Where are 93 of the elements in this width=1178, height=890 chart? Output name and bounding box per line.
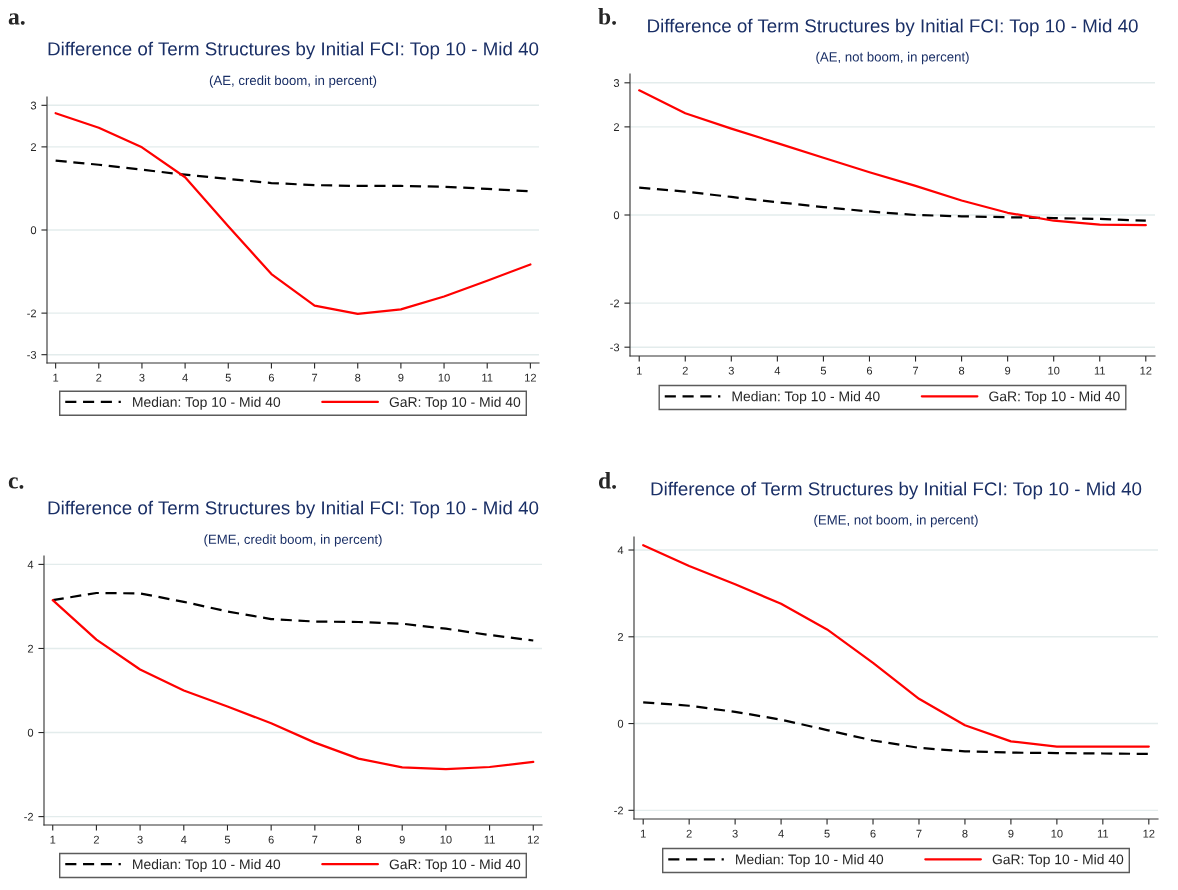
legend-label: Median: Top 10 - Mid 40 xyxy=(133,396,281,410)
x-tick-label: 7 xyxy=(312,835,318,844)
y-tick-label: -3 xyxy=(610,343,620,352)
chart-subtitle: (EME, credit boom, in percent) xyxy=(204,534,382,547)
x-tick-label: 5 xyxy=(224,835,231,844)
x-tick-label: 5 xyxy=(225,373,231,382)
x-tick-label: 11 xyxy=(1094,366,1105,375)
y-tick-label: -2 xyxy=(24,812,34,821)
x-tick-label: 9 xyxy=(1005,366,1011,375)
x-tick-label: 3 xyxy=(137,835,143,844)
x-tick-label: 7 xyxy=(913,366,919,375)
x-tick-label: 6 xyxy=(268,835,274,844)
x-tick-label: 12 xyxy=(527,835,539,844)
x-tick-label: 8 xyxy=(958,366,965,375)
y-tick-label: 0 xyxy=(613,211,620,220)
legend-label: Median: Top 10 - Mid 40 xyxy=(736,854,884,868)
y-tick-label: 0 xyxy=(27,728,34,737)
legend-label: GaR: Top 10 - Mid 40 xyxy=(389,396,521,410)
y-tick-label: 4 xyxy=(27,560,34,569)
line-series xyxy=(638,186,1147,222)
text: c. xyxy=(8,477,24,489)
x-tick-label: 11 xyxy=(482,373,493,382)
x-tick-label: 1 xyxy=(640,829,646,838)
y-tick-label: 2 xyxy=(613,123,620,131)
x-tick-label: 6 xyxy=(268,373,275,382)
y-tick-label: 3 xyxy=(30,101,37,110)
x-tick-label: 12 xyxy=(525,373,536,382)
line-series xyxy=(51,591,535,642)
text: a. xyxy=(8,13,25,25)
y-tick-label: 3 xyxy=(613,79,620,87)
line-series xyxy=(638,89,1147,227)
y-tick-label: 2 xyxy=(27,644,34,653)
legend-label: GaR: Top 10 - Mid 40 xyxy=(989,391,1120,405)
chart-subtitle: (AE, not boom, in percent) xyxy=(816,51,969,65)
legend-label: Median: Top 10 - Mid 40 xyxy=(732,391,880,405)
y-tick-label: 2 xyxy=(30,143,37,151)
x-tick-label: 11 xyxy=(1097,829,1109,838)
x-tick-label: 1 xyxy=(50,835,56,844)
x-tick-label: 10 xyxy=(438,373,450,382)
x-tick-label: 7 xyxy=(312,373,318,382)
line-series xyxy=(51,599,535,771)
y-tick-label: 2 xyxy=(617,633,624,641)
x-tick-label: 10 xyxy=(440,835,452,844)
x-tick-label: 2 xyxy=(686,829,692,838)
y-tick-label: -3 xyxy=(27,350,37,359)
y-tick-label: -2 xyxy=(614,806,624,815)
x-tick-label: 8 xyxy=(355,835,362,844)
y-tick-label: -2 xyxy=(27,309,37,318)
line-series xyxy=(642,701,1150,756)
x-tick-label: 9 xyxy=(399,835,405,844)
x-tick-label: 10 xyxy=(1048,366,1060,375)
chart-subtitle: (AE, credit boom, in percent) xyxy=(209,75,377,88)
x-tick-label: 12 xyxy=(1143,829,1155,838)
text: b. xyxy=(598,8,616,25)
x-tick-label: 5 xyxy=(820,366,827,375)
legend-label: Median: Top 10 - Mid 40 xyxy=(133,859,281,872)
y-tick-label: -2 xyxy=(610,299,620,308)
x-tick-label: 9 xyxy=(398,373,404,382)
x-tick-label: 12 xyxy=(1140,366,1152,375)
x-tick-label: 8 xyxy=(355,373,361,382)
x-tick-label: 2 xyxy=(93,835,99,844)
chart-title: Difference of Term Structures by Initial FCI: Top 10 - Mid 40 xyxy=(648,18,1138,37)
x-tick-label: 9 xyxy=(1008,829,1014,838)
x-tick-label: 3 xyxy=(732,829,738,838)
x-tick-label: 1 xyxy=(53,373,59,382)
x-tick-label: 10 xyxy=(1051,829,1063,838)
x-tick-label: 4 xyxy=(182,373,188,382)
text: d. xyxy=(598,472,616,489)
line-series xyxy=(642,544,1150,748)
x-tick-label: 5 xyxy=(824,829,830,838)
x-tick-label: 4 xyxy=(180,835,187,844)
chart-title: Difference of Term Structures by Initial FCI: Top 10 - Mid 40 xyxy=(48,41,539,60)
x-tick-label: 2 xyxy=(96,373,102,382)
x-tick-label: 8 xyxy=(962,829,968,838)
y-tick-label: 0 xyxy=(30,226,37,235)
x-tick-label: 2 xyxy=(682,366,688,375)
y-tick-label: 4 xyxy=(617,546,624,555)
legend-label: GaR: Top 10 - Mid 40 xyxy=(389,859,521,872)
chart-title: Difference of Term Structures by Initial FCI: Top 10 - Mid 40 xyxy=(651,481,1142,500)
legend-label: GaR: Top 10 - Mid 40 xyxy=(992,854,1124,868)
x-tick-label: 1 xyxy=(636,366,642,375)
x-tick-label: 3 xyxy=(139,373,145,382)
chart-subtitle: (EME, not boom, in percent) xyxy=(814,514,978,528)
x-tick-label: 4 xyxy=(774,366,781,375)
x-tick-label: 11 xyxy=(484,835,495,844)
x-tick-label: 4 xyxy=(778,829,784,838)
chart-title: Difference of Term Structures by Initial FCI: Top 10 - Mid 40 xyxy=(48,500,539,519)
x-tick-label: 6 xyxy=(870,829,876,838)
y-tick-label: 0 xyxy=(617,719,624,728)
x-tick-label: 3 xyxy=(728,366,734,375)
line-series xyxy=(54,112,532,316)
x-tick-label: 7 xyxy=(916,829,922,838)
x-tick-label: 6 xyxy=(866,366,873,375)
